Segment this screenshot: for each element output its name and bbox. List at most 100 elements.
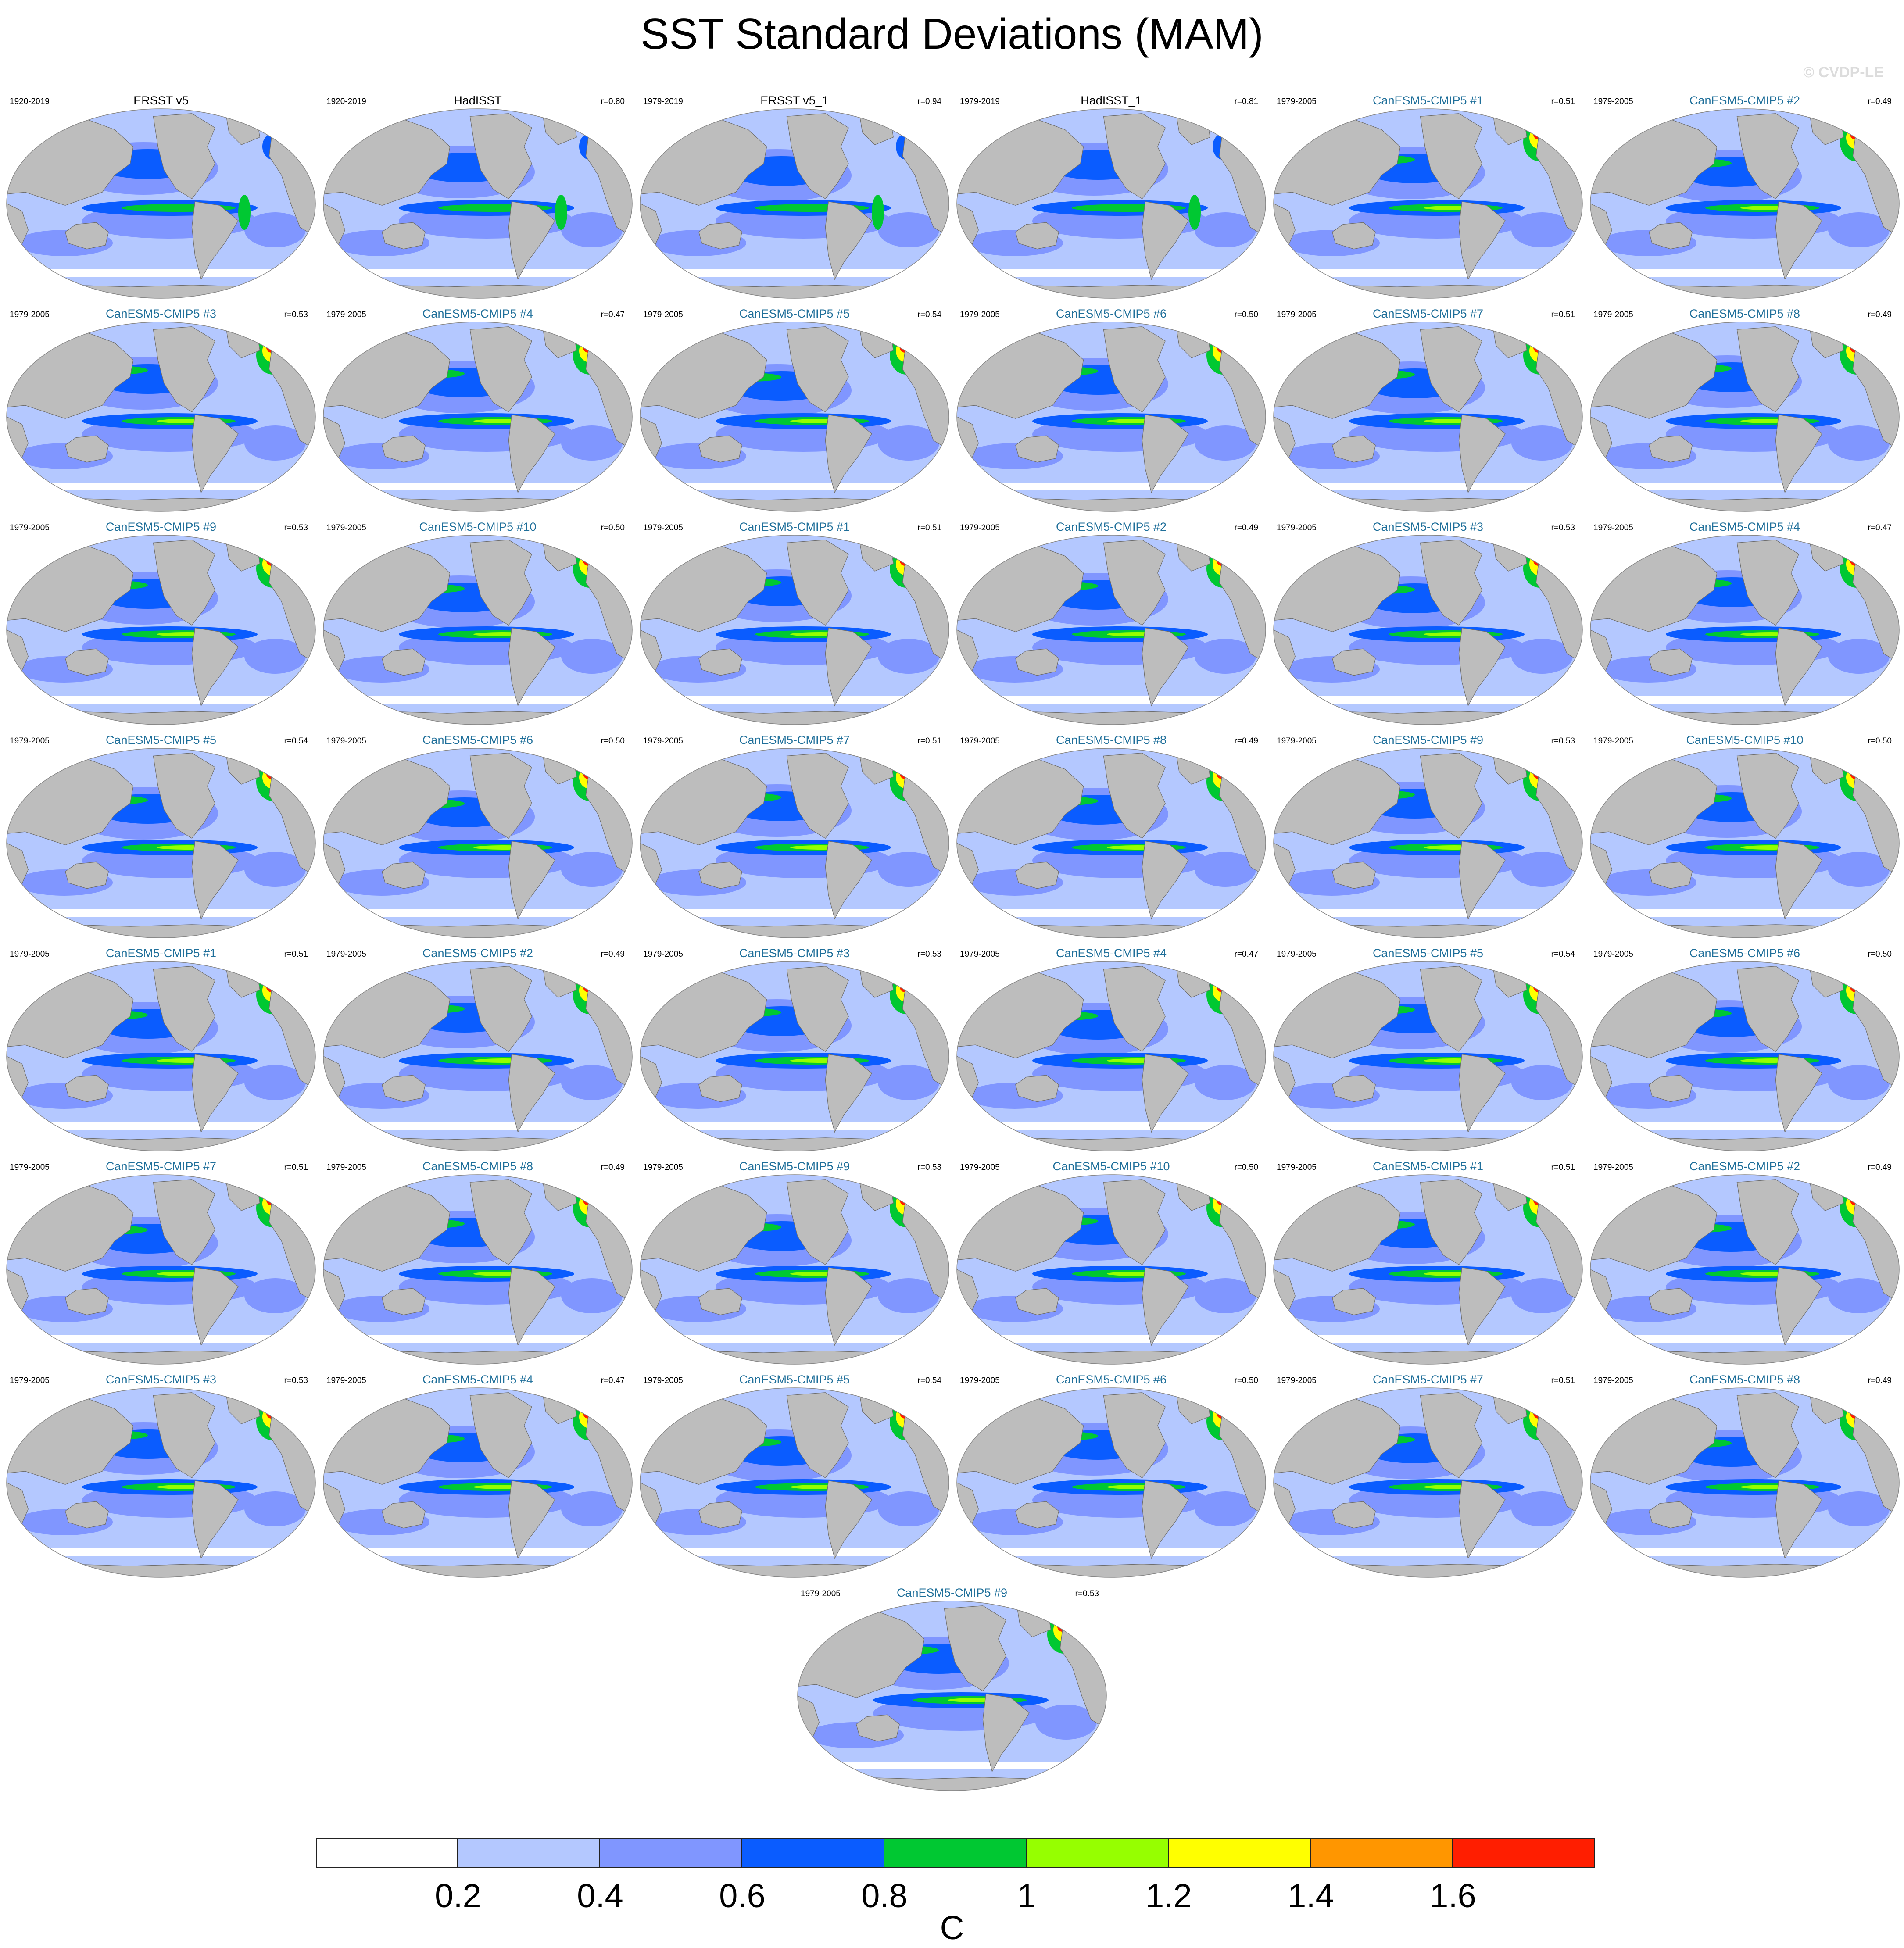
map-panel: CanESM5-CMIP5 #4 1979-2005 r=0.47 [322,306,633,512]
panel-correlation: r=0.47 [601,310,625,319]
landmass [469,113,532,199]
landmass [191,415,239,493]
landmass [825,1054,872,1133]
panel-period: 1979-2005 [960,1163,1000,1172]
south-atlantic-band [1195,1065,1256,1100]
landmass [331,1564,625,1577]
south-atlantic-band [561,1278,623,1313]
landmass [1458,841,1506,920]
landmass [1775,841,1822,920]
panel-correlation: r=0.49 [1234,736,1258,746]
south-atlantic-band [244,425,306,461]
landmass [1281,1351,1575,1364]
panel-period: 1979-2005 [960,310,1000,319]
landmass [786,966,849,1052]
panel-correlation: r=0.54 [284,736,308,746]
map-outline [956,1174,1266,1365]
landmass [469,540,532,626]
panel-period: 1920-2019 [326,97,366,106]
panel-period: 1979-2005 [10,736,50,746]
landmass [964,1351,1258,1364]
panel-period: 1979-2005 [326,310,366,319]
southern-ocean-strip [1274,483,1582,490]
panel-period: 1979-2005 [643,310,683,319]
panel-period: 1979-2005 [326,1376,366,1385]
southern-ocean-strip [957,696,1266,704]
landmass [1332,861,1376,889]
southern-ocean-strip [640,1335,949,1343]
panel-title: CanESM5-CMIP5 #6 [1056,1373,1167,1386]
panel-title: CanESM5-CMIP5 #4 [1056,947,1167,960]
panel-period: 1979-2005 [10,1163,50,1172]
sst-map [323,322,633,512]
southern-ocean-strip [640,909,949,917]
map-panel: CanESM5-CMIP5 #10 1979-2005 r=0.50 [1589,733,1900,939]
south-atlantic-band [1511,1065,1573,1100]
southern-ocean-strip [957,1335,1266,1343]
landmass [1015,435,1059,463]
map-outline [956,961,1266,1151]
landmass [698,1288,742,1315]
south-atlantic-band [244,1491,306,1526]
sst-map [323,748,633,938]
southern-ocean-strip [1274,1122,1582,1130]
panel-correlation: r=0.50 [1234,1163,1258,1172]
panel-period: 1979-2005 [1277,1376,1317,1385]
map-outline [1590,1387,1900,1578]
sst-map [6,535,316,725]
map-panel: CanESM5-CMIP5 #2 1979-2005 r=0.49 [956,519,1267,726]
south-atlantic-band [1195,852,1256,887]
map-outline [640,535,949,725]
landmass [1142,628,1189,707]
map-panel: ERSST v5_1 1979-2019 r=0.94 [639,93,950,299]
sst-map [956,1174,1266,1365]
landmass [331,1351,625,1364]
landmass [1015,222,1059,250]
landmass [14,285,308,298]
landmass [65,1501,109,1529]
sst-map [6,748,316,938]
landmass [1775,628,1822,707]
map-panel: CanESM5-CMIP5 #4 1979-2005 r=0.47 [1589,519,1900,726]
sst-map [323,108,633,299]
panel-period: 1979-2005 [326,736,366,746]
landmass [982,1694,1030,1773]
landmass [856,1714,900,1742]
panel-correlation: r=0.49 [601,950,625,959]
panel-correlation: r=0.47 [1234,950,1258,959]
landmass [1736,753,1799,839]
landmass [1142,201,1189,280]
panel-title: CanESM5-CMIP5 #7 [1372,1373,1484,1386]
southern-ocean-strip [323,909,632,917]
south-atlantic-band [1195,639,1256,674]
landmass [1736,1179,1799,1265]
map-outline [6,1174,316,1365]
landmass [65,435,109,463]
map-panel: CanESM5-CMIP5 #1 1979-2005 r=0.51 [639,519,950,726]
south-atlantic-band [1195,1278,1256,1313]
sst-map [6,108,316,299]
panel-title: CanESM5-CMIP5 #1 [1372,94,1484,107]
southern-ocean-strip [957,483,1266,490]
landmass [1142,415,1189,493]
panel-correlation: r=0.51 [284,950,308,959]
southern-ocean-strip [957,1122,1266,1130]
map-panel: CanESM5-CMIP5 #3 1979-2005 r=0.53 [5,1372,317,1578]
map-outline [323,1174,633,1365]
panel-title: CanESM5-CMIP5 #9 [896,1586,1008,1599]
panel-period: 1979-2005 [326,523,366,533]
panel-correlation: r=0.51 [1551,1376,1575,1385]
landmass [382,648,426,676]
landmass [331,498,625,511]
map-outline [640,1387,949,1578]
landmass [648,711,941,725]
panel-correlation: r=0.47 [1868,523,1892,533]
panel-title: CanESM5-CMIP5 #9 [1372,733,1484,747]
landmass [1103,1392,1166,1478]
panel-correlation: r=0.53 [917,950,941,959]
colorbar-swatch [1311,1838,1453,1868]
southern-ocean-strip [1590,1122,1899,1130]
map-outline [6,322,316,512]
landmass [153,1179,215,1265]
landmass [508,415,555,493]
